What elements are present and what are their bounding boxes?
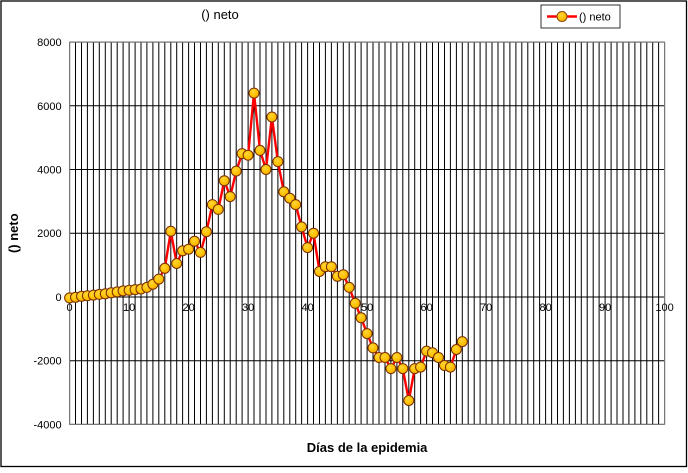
- svg-text:70: 70: [480, 302, 492, 314]
- svg-text:4000: 4000: [37, 165, 61, 177]
- svg-text:2000: 2000: [37, 228, 61, 240]
- svg-text:-4000: -4000: [33, 419, 61, 431]
- svg-text:40: 40: [301, 302, 313, 314]
- svg-text:100: 100: [655, 302, 673, 314]
- svg-text:0: 0: [55, 292, 61, 304]
- svg-text:90: 90: [599, 302, 611, 314]
- svg-text:20: 20: [182, 302, 194, 314]
- svg-text:30: 30: [242, 302, 254, 314]
- svg-text:60: 60: [420, 302, 432, 314]
- svg-text:Días de la epidemia: Días de la epidemia: [307, 440, 428, 455]
- svg-text:80: 80: [539, 302, 551, 314]
- svg-text:-2000: -2000: [33, 356, 61, 368]
- svg-text:0: 0: [67, 302, 73, 314]
- svg-text:10: 10: [123, 302, 135, 314]
- svg-text:50: 50: [361, 302, 373, 314]
- svg-text:() neto: () neto: [6, 213, 21, 253]
- svg-text:8000: 8000: [37, 37, 61, 49]
- svg-text:() neto: () neto: [579, 11, 611, 23]
- svg-text:6000: 6000: [37, 101, 61, 113]
- svg-text:() neto: () neto: [201, 7, 239, 22]
